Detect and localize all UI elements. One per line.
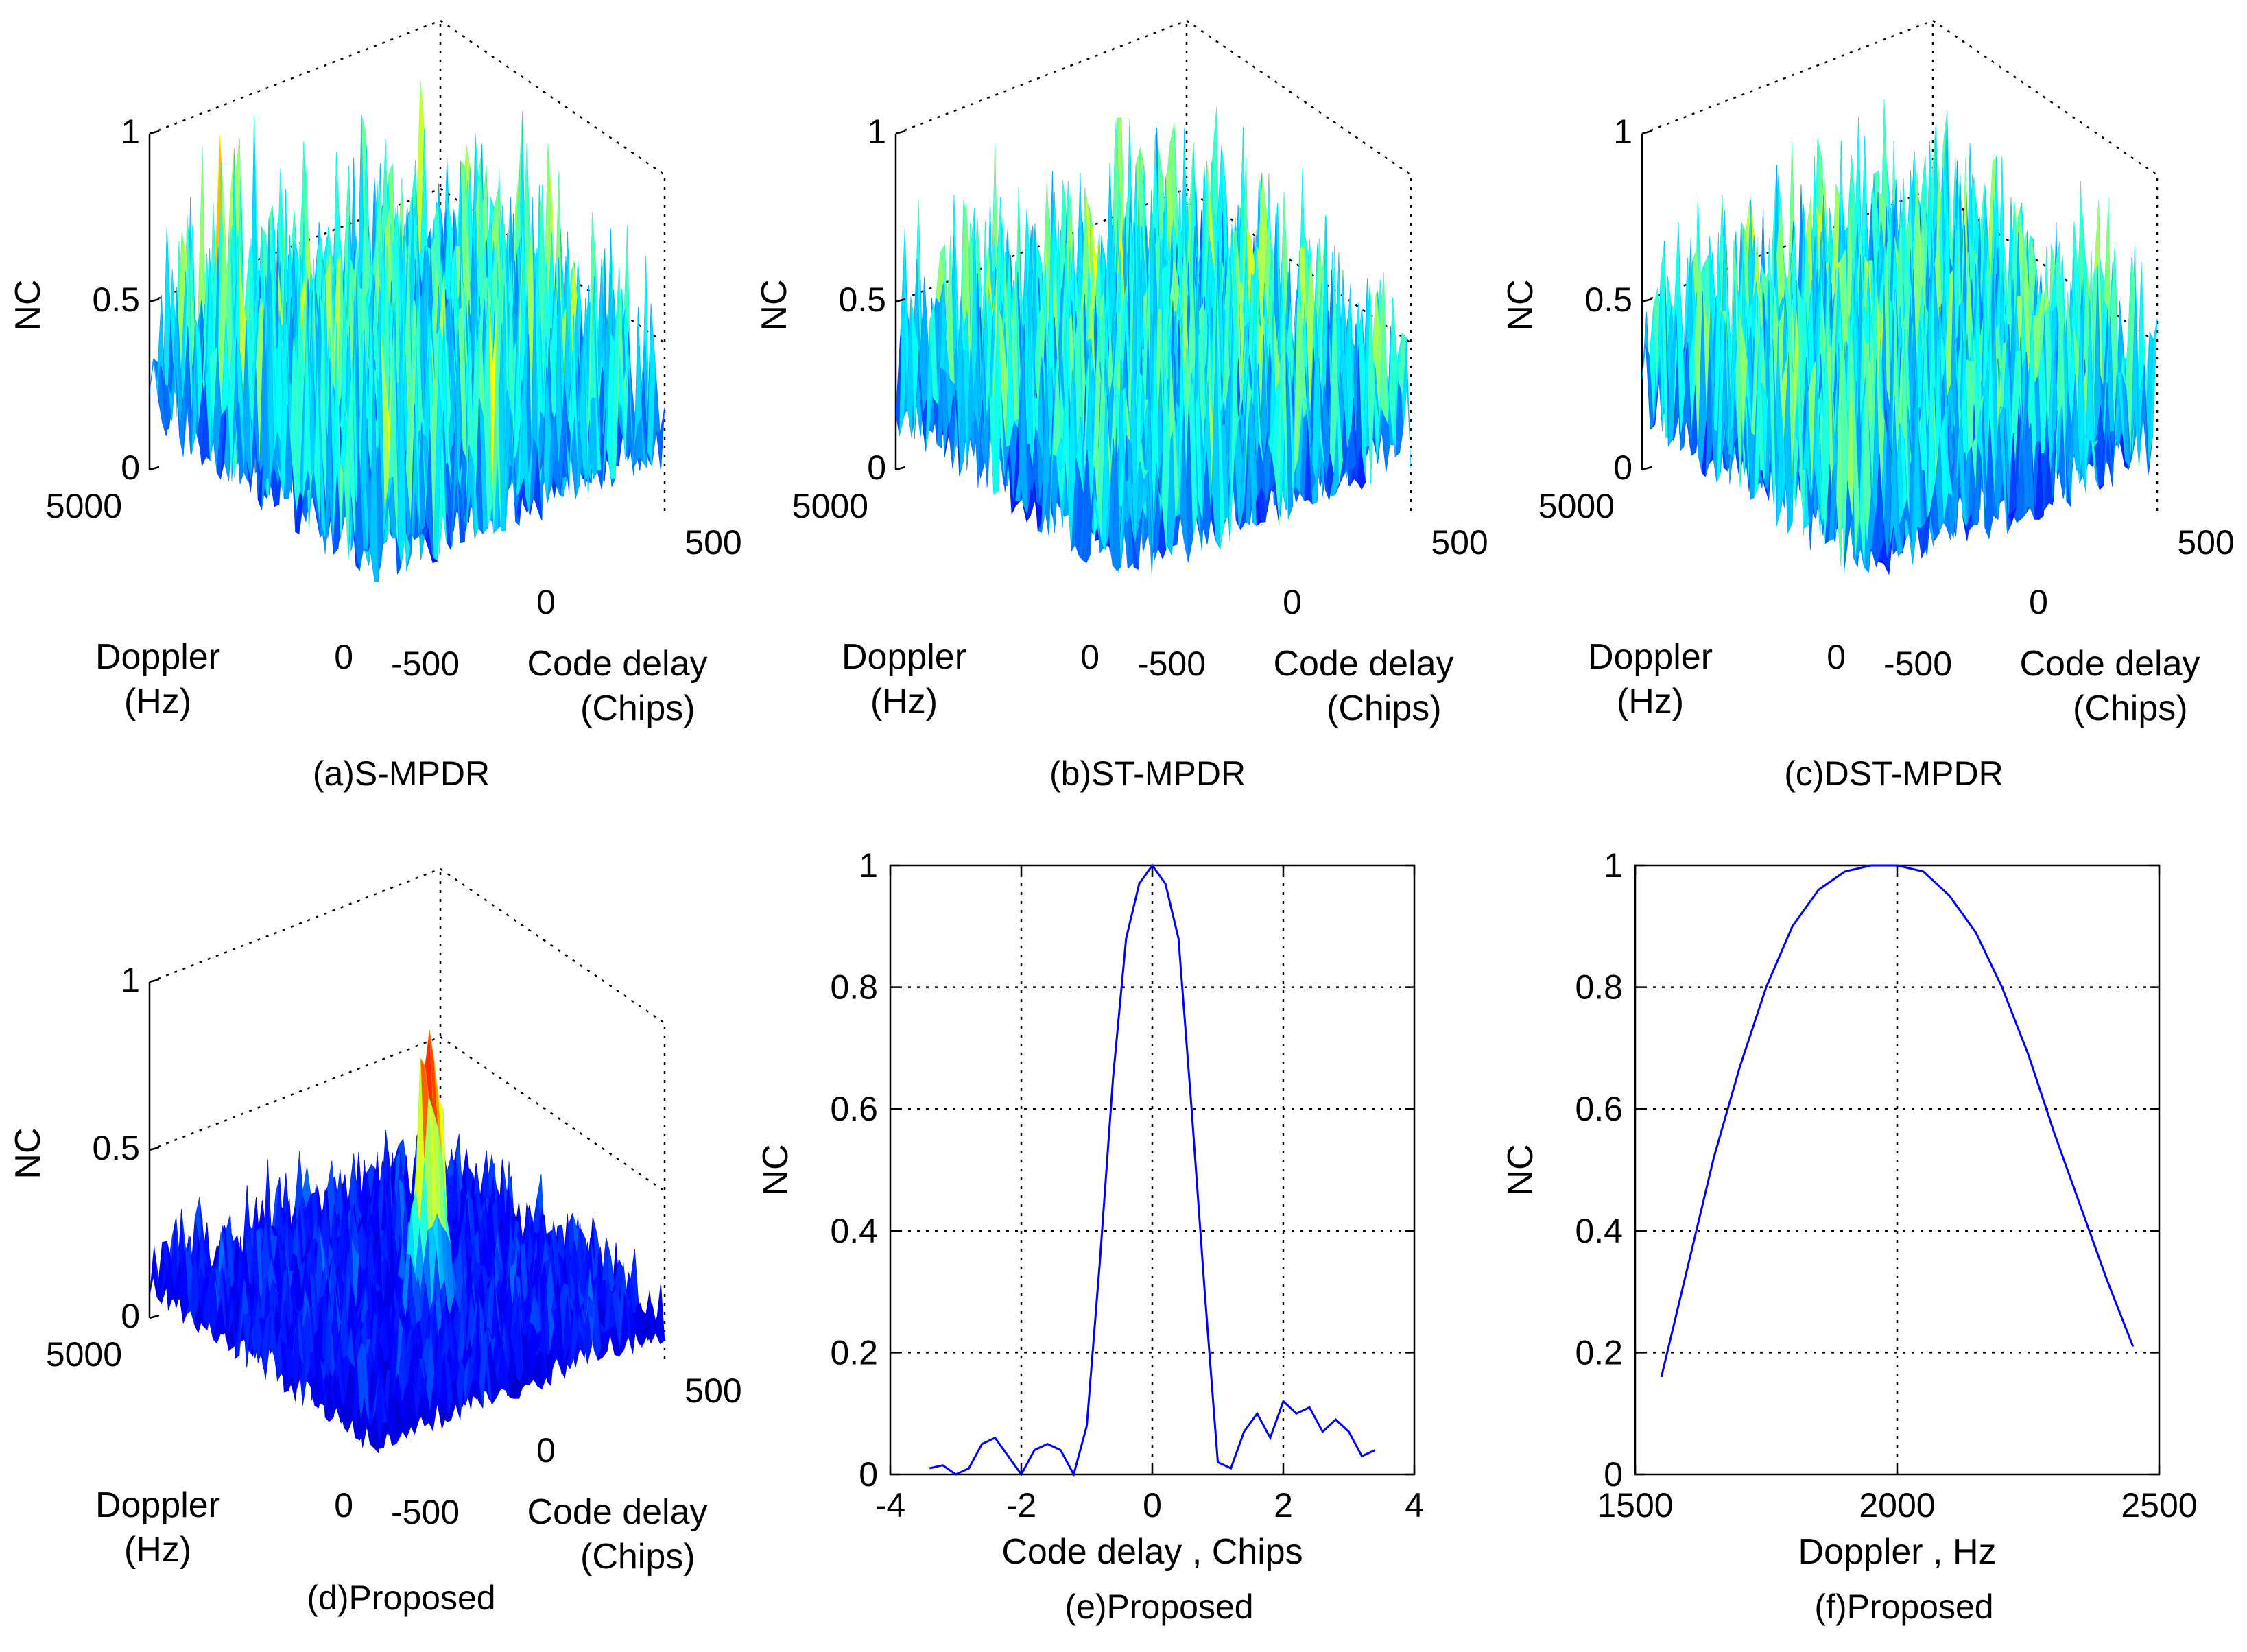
- z-tick: [149, 466, 160, 471]
- x-tick-label: 0: [334, 638, 353, 676]
- z-tick-label: 0: [121, 448, 140, 487]
- z-tick-label: 0.5: [92, 280, 140, 319]
- y-tick-label: 500: [685, 523, 741, 562]
- box-top-back-edges: [149, 19, 665, 176]
- caption-a: (a)S-MPDR: [313, 754, 490, 793]
- box-top-back-edges: [895, 19, 1412, 176]
- y-axis-label: (Chips): [580, 689, 696, 728]
- z-axis-label: NC: [8, 279, 48, 331]
- x-axis-label: Doppler: [95, 637, 220, 677]
- y-tick-label: -500: [391, 645, 460, 683]
- surface-a: [149, 80, 665, 583]
- x-axis-label: (Hz): [124, 682, 191, 721]
- y-tick-label: 0: [536, 583, 556, 621]
- x-tick-label: 5000: [46, 487, 122, 525]
- z-tick-label: 1: [121, 112, 140, 151]
- y-axis-label: Code delay: [527, 644, 707, 684]
- surface-b: [895, 107, 1412, 577]
